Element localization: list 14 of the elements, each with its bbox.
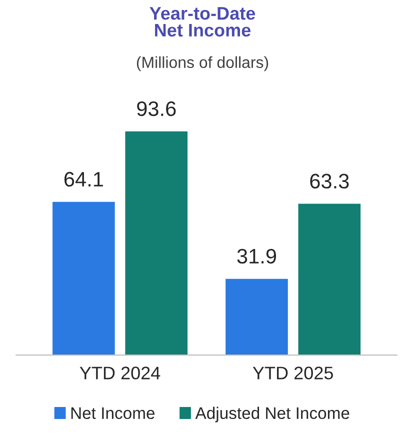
data-label: 93.6 [137,101,176,116]
chart-title: Year-to-Date Net Income [150,7,256,37]
x-tick-label: YTD 2024 [80,366,160,380]
bar [298,204,361,356]
bar [226,278,288,356]
bar [52,202,115,356]
legend-label: Net Income [71,407,155,420]
legend-label: Adjusted Net Income [195,406,350,422]
data-label: 63.3 [310,174,349,189]
bar [125,131,188,356]
x-tick-label: YTD 2025 [252,366,333,380]
chart-subtitle: (Millions of dollars) [136,56,268,72]
data-label: 31.9 [237,248,276,264]
data-label: 64.1 [64,172,103,187]
